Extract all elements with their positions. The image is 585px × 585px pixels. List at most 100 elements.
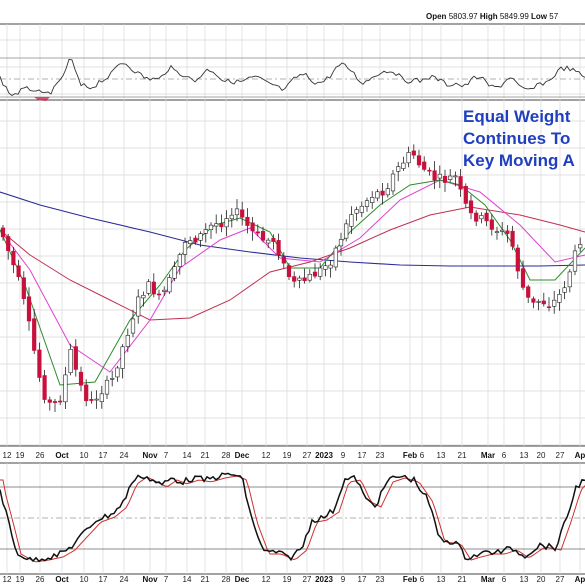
candle-up [141, 294, 146, 299]
candle-down [89, 399, 94, 401]
candle-up [146, 281, 151, 294]
stochastic-x-tick-label: 21 [201, 575, 210, 584]
stochastic-x-tick-label: 6 [502, 575, 507, 584]
candle-down [510, 230, 515, 247]
candle-up [120, 346, 125, 369]
candle-down [32, 318, 37, 351]
candle-down [245, 216, 250, 226]
price-x-tick-label: 14 [183, 451, 192, 460]
candle-up [110, 378, 115, 380]
candle-up [203, 229, 208, 234]
price-x-tick-label: 27 [556, 451, 565, 460]
moving-average-200-line [0, 191, 585, 267]
candle-up [453, 175, 458, 178]
price-x-tick-label: Ap [575, 451, 585, 460]
candle-up [307, 273, 312, 281]
high-value: 5849.99 [499, 12, 529, 21]
price-x-tick-label: 21 [458, 451, 467, 460]
candle-down [458, 176, 463, 190]
candle-up [177, 254, 182, 267]
stochastic-x-tick-label: 27 [303, 575, 312, 584]
price-x-tick-label: 9 [341, 451, 346, 460]
candle-down [302, 277, 307, 282]
low-label: Low [531, 12, 548, 21]
stochastic-x-tick-label: 14 [183, 575, 192, 584]
stochastic-x-tick-label: 12 [3, 575, 12, 584]
candle-up [578, 244, 583, 249]
candle-down [276, 240, 281, 256]
candle-down [432, 170, 437, 181]
candle-up [562, 287, 567, 293]
price-x-tick-label: Oct [55, 451, 69, 460]
candle-down [505, 230, 510, 234]
candle-up [500, 229, 505, 232]
candle-up [125, 335, 130, 347]
candle-up [136, 296, 141, 317]
stochastic-x-tick-label: 13 [520, 575, 529, 584]
stochastic-x-tick-label: 7 [164, 575, 169, 584]
candle-down [520, 268, 526, 288]
candle-down [16, 265, 21, 277]
rsi-line [0, 58, 585, 97]
candle-up [188, 240, 193, 244]
stochastic-x-tick-label: Dec [235, 575, 250, 584]
stochastic-d-line [0, 475, 585, 563]
stochastic-x-tick-label: Feb [403, 575, 417, 584]
stochastic-x-tick-label: 17 [358, 575, 367, 584]
candle-up [63, 374, 68, 403]
candle-down [47, 399, 52, 403]
candle-down [6, 236, 11, 251]
open-label: Open [426, 12, 447, 21]
stochastic-x-tick-label: 28 [222, 575, 231, 584]
annotation-line-1: Equal Weight [463, 107, 571, 126]
candle-up [323, 265, 328, 270]
stochastic-x-tick-label: 10 [80, 575, 89, 584]
price-x-tick-label: 26 [36, 451, 45, 460]
candle-up [536, 301, 541, 303]
candle-down [380, 190, 385, 196]
candle-down [531, 298, 536, 303]
candle-up [99, 393, 104, 402]
candle-down [21, 277, 26, 299]
candle-down [37, 349, 42, 378]
candle-up [214, 223, 219, 227]
candle-down [286, 265, 292, 277]
stochastic-x-tick-label: 17 [99, 575, 108, 584]
candle-down [78, 371, 84, 386]
candle-up [437, 173, 442, 179]
stochastic-x-tick-label: Nov [142, 575, 158, 584]
candle-up [448, 175, 453, 180]
candle-down [255, 231, 260, 234]
stochastic-x-tick-label: 13 [437, 575, 446, 584]
low-value: 57 [549, 12, 559, 21]
stochastic-x-tick-label: 6 [420, 575, 425, 584]
candle-down [489, 219, 494, 230]
candle-down [515, 247, 520, 272]
candle-up [338, 239, 344, 247]
price-x-tick-label: Mar [481, 451, 495, 460]
price-x-tick-label: 21 [201, 451, 210, 460]
price-x-tick-label: 28 [222, 451, 231, 460]
candle-up [390, 173, 396, 192]
stochastic-x-tick-label: 19 [283, 575, 292, 584]
candle-up [385, 188, 390, 196]
stochastic-x-tick-label: Oct [55, 575, 69, 584]
price-x-tick-label: 19 [283, 451, 292, 460]
price-x-tick-label: 24 [120, 451, 129, 460]
candle-up [130, 318, 136, 334]
candle-up [198, 233, 203, 241]
price-x-tick-label: 23 [376, 451, 385, 460]
candle-up [172, 266, 177, 279]
stochastic-x-tick-label: 27 [556, 575, 565, 584]
candle-down [260, 230, 266, 241]
candle-down [416, 155, 422, 166]
candle-up [364, 200, 370, 207]
price-x-tick-label: 6 [420, 451, 425, 460]
price-x-tick-label: 12 [3, 451, 12, 460]
stochastic-x-tick-label: Ap [575, 575, 585, 584]
candle-down [484, 212, 489, 222]
rsi-oversold-fill [34, 97, 50, 101]
candle-down [156, 293, 162, 296]
candle-down [427, 169, 432, 172]
stochastic-k-line [0, 472, 585, 563]
